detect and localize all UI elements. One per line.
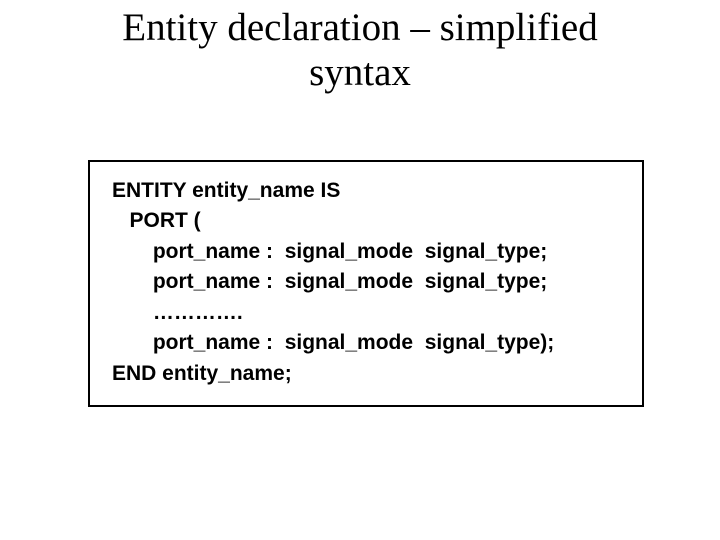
code-line-5: …………. xyxy=(112,301,243,324)
title-line-2: syntax xyxy=(309,51,411,94)
title-line-1: Entity declaration – simplified xyxy=(122,6,597,49)
slide-title: Entity declaration – simplified syntax xyxy=(0,0,720,96)
code-line-7: END entity_name; xyxy=(112,362,292,385)
code-line-2: PORT ( xyxy=(112,209,201,232)
code-line-3: port_name : signal_mode signal_type; xyxy=(112,240,547,263)
code-syntax-box: ENTITY entity_name IS PORT ( port_name :… xyxy=(88,160,644,407)
code-line-4: port_name : signal_mode signal_type; xyxy=(112,270,547,293)
code-line-6: port_name : signal_mode signal_type); xyxy=(112,331,554,354)
slide: Entity declaration – simplified syntax E… xyxy=(0,0,720,540)
code-line-1: ENTITY entity_name IS xyxy=(112,179,340,202)
